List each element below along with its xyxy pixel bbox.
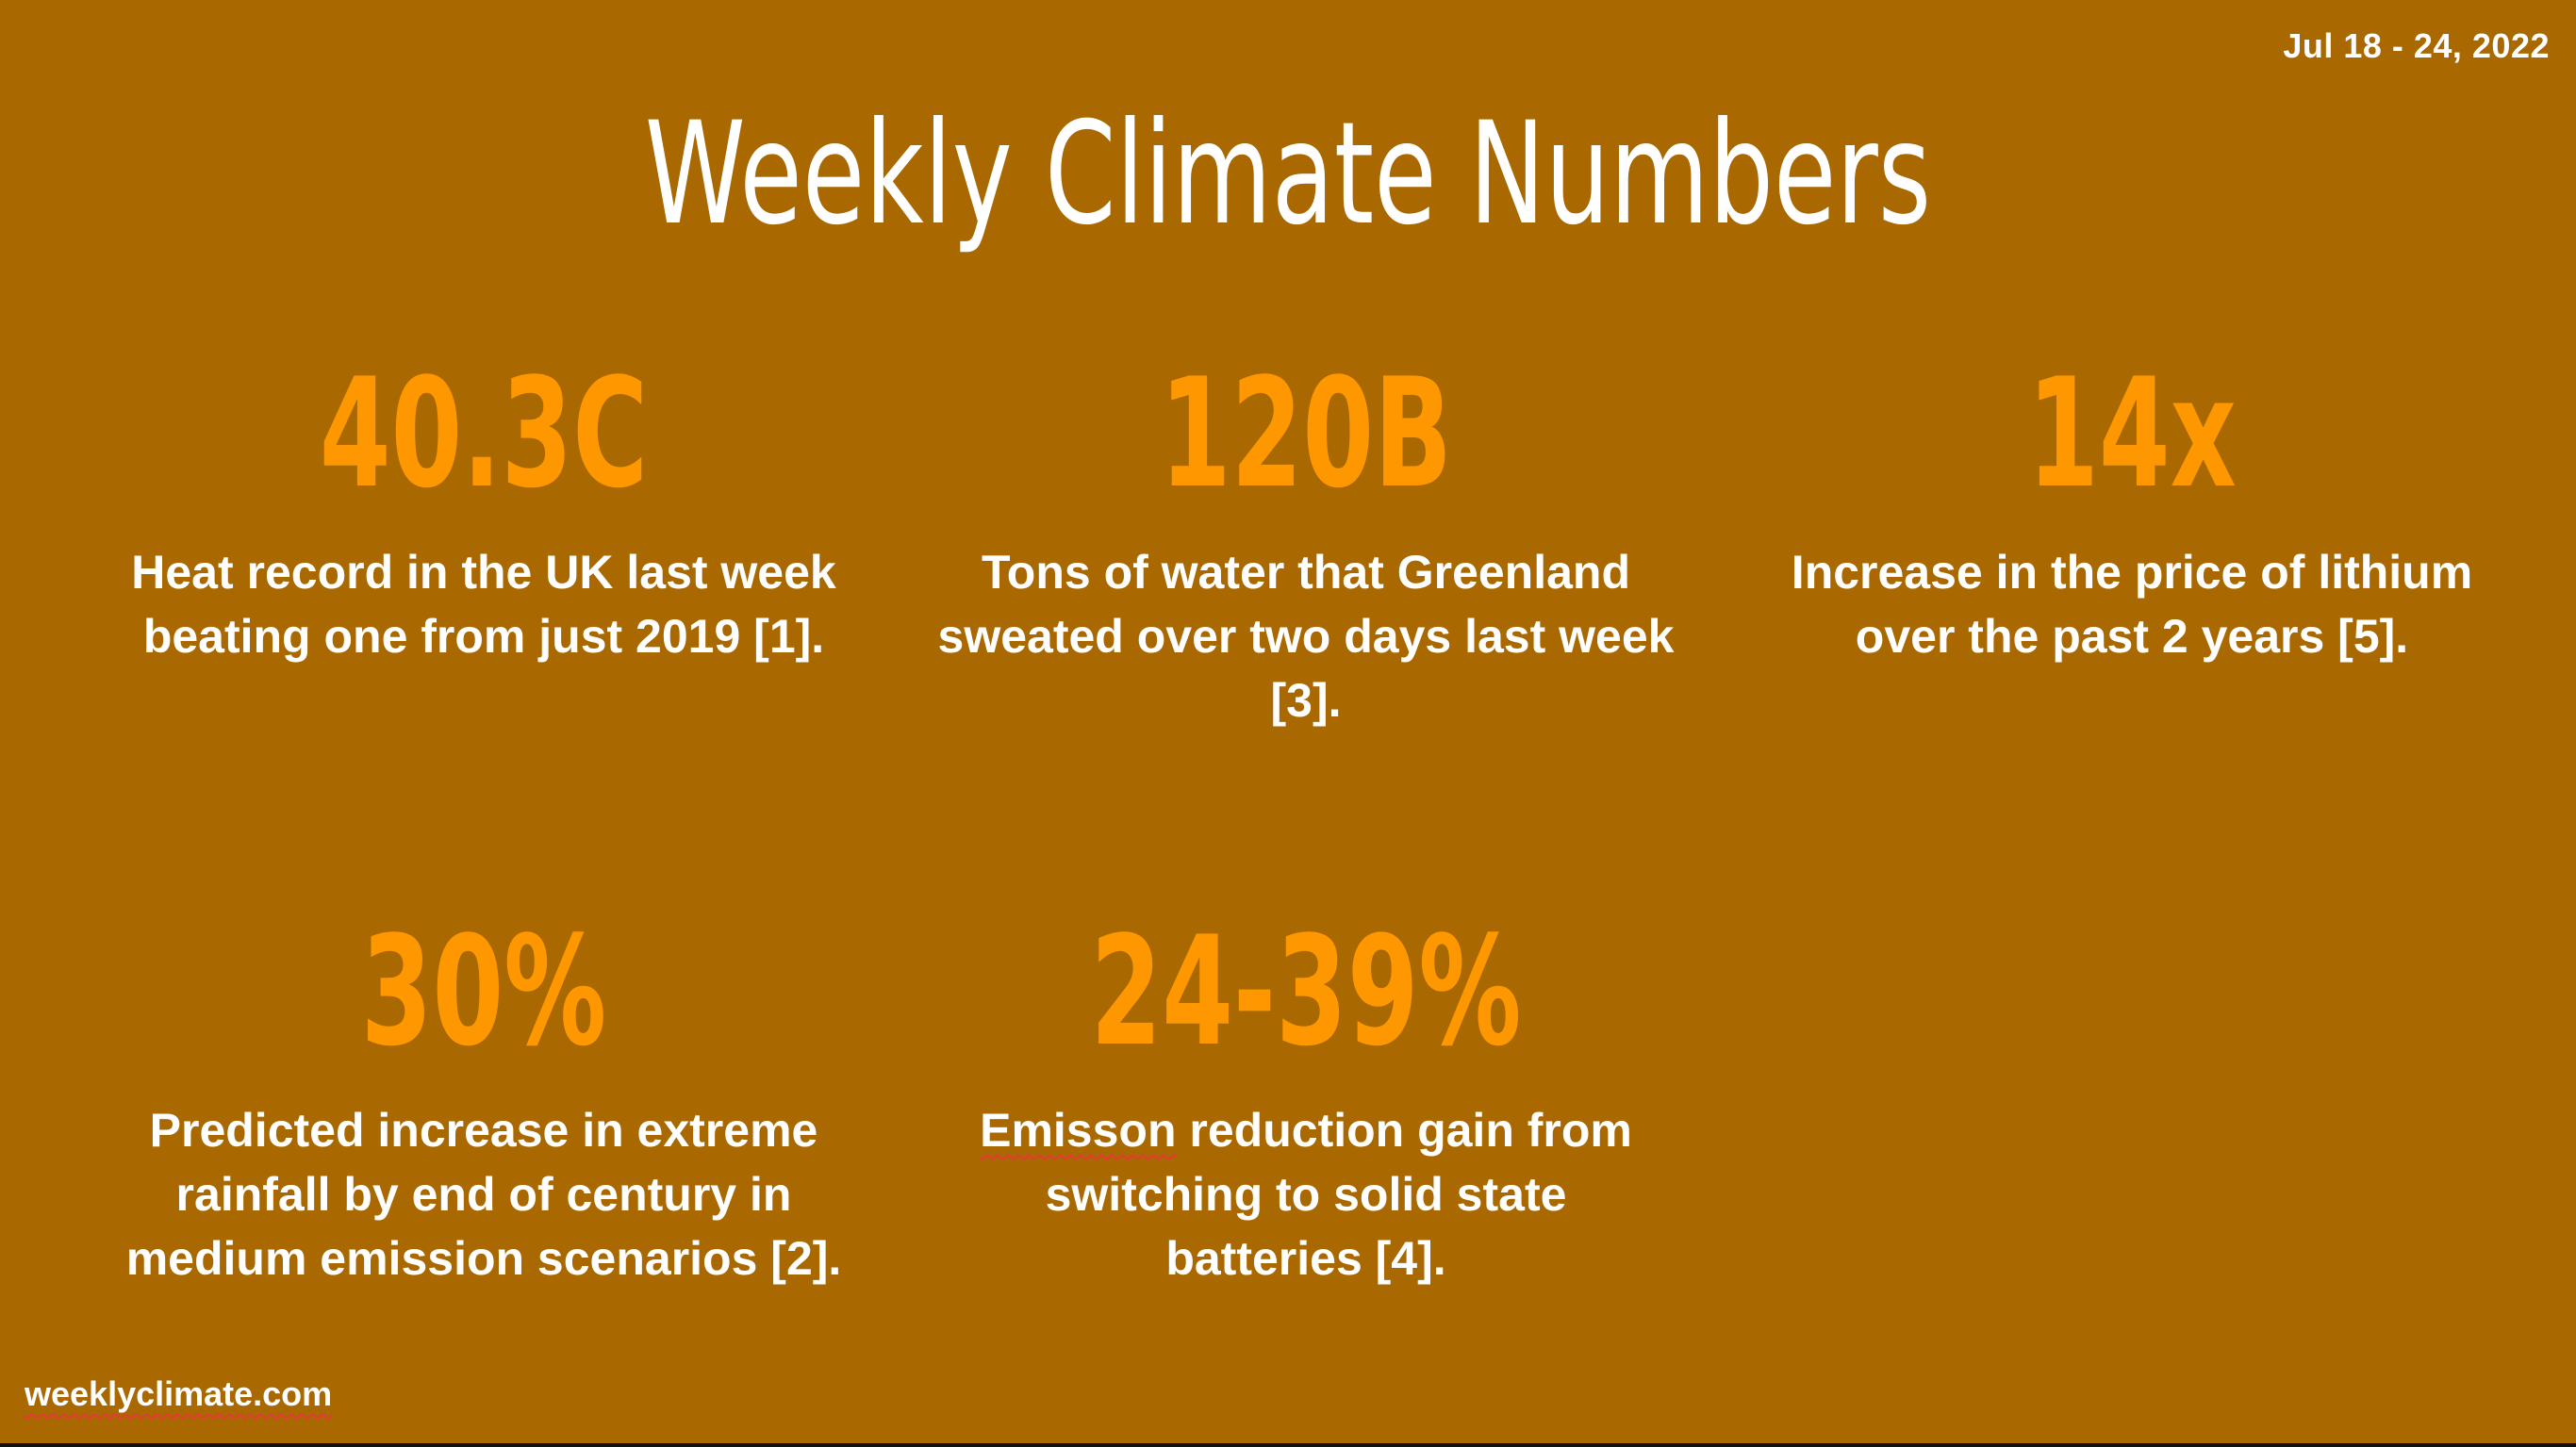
misspelled-word: Emisson (980, 1104, 1177, 1157)
stat-description: Emisson reduction gain from switching to… (966, 1098, 1645, 1291)
stat-description: Tons of water that Greenland sweated ove… (937, 546, 1675, 727)
date-range: Jul 18 - 24, 2022 (2283, 26, 2550, 65)
stat-value: 120B (1159, 345, 1453, 521)
stat-card-solid-state-batteries: 24-39% Emisson reduction gain from switc… (919, 916, 1693, 1291)
bottom-divider (0, 1443, 2576, 1447)
stat-value: 40.3C (319, 345, 649, 521)
page-title: Weekly Climate Numbers (644, 92, 1932, 256)
stat-value: 14x (2027, 345, 2237, 521)
stat-card-lithium-price: 14x Increase in the price of lithium ove… (1745, 358, 2518, 668)
stat-value: 30% (360, 903, 607, 1079)
stat-description: Increase in the price of lithium over th… (1791, 546, 2473, 663)
stat-description: Predicted increase in extreme rainfall b… (125, 1104, 842, 1285)
stat-card-uk-heat: 40.3C Heat record in the UK last week be… (97, 358, 870, 668)
stat-description-rest: reduction gain from switching to solid s… (1045, 1104, 1632, 1285)
stat-description: Heat record in the UK last week beating … (131, 546, 836, 663)
stat-card-greenland-water: 120B Tons of water that Greenland sweate… (919, 358, 1693, 732)
site-url: weeklyclimate.com (25, 1374, 333, 1413)
stat-card-extreme-rainfall: 30% Predicted increase in extreme rainfa… (97, 916, 870, 1291)
stat-value: 24-39% (1090, 903, 1522, 1079)
